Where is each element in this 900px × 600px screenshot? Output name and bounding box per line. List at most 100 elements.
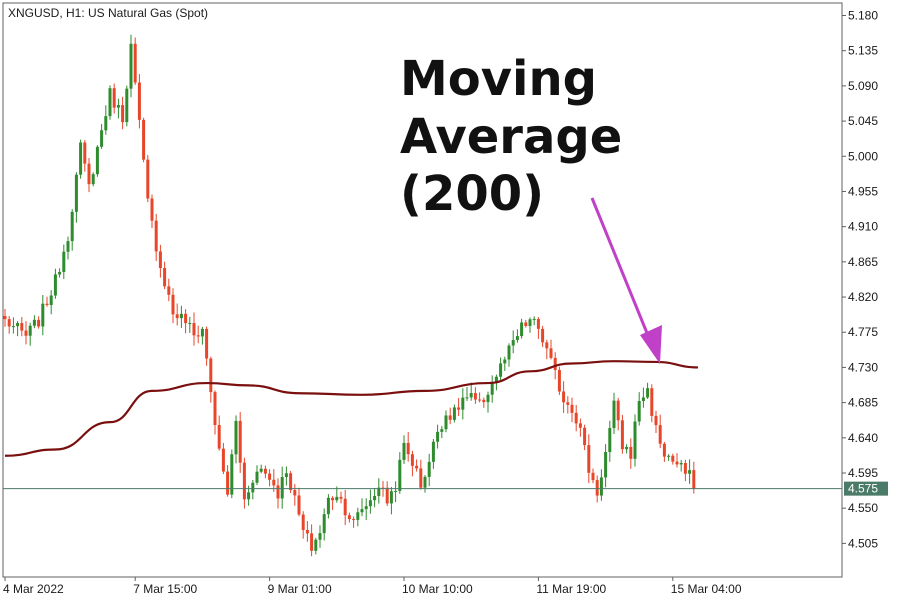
candle-body <box>112 88 116 108</box>
candle-body <box>289 473 293 491</box>
candle-body <box>688 470 692 474</box>
candle-body <box>74 174 78 212</box>
y-tick-label: 5.180 <box>848 9 878 23</box>
candle-body <box>238 420 242 463</box>
candle-body <box>230 454 234 495</box>
candle-body <box>356 512 360 520</box>
candle-body <box>53 274 57 296</box>
candle-body <box>562 391 566 403</box>
candle-body <box>595 480 599 496</box>
candle-body <box>662 443 666 457</box>
candle-body <box>587 445 591 473</box>
candle-body <box>503 359 507 364</box>
candle-body <box>276 485 280 499</box>
candle-body <box>599 477 603 496</box>
candle-body <box>322 514 326 534</box>
candle-body <box>66 241 70 252</box>
candle-body <box>100 130 104 147</box>
candle-body <box>444 415 448 430</box>
candle-body <box>410 454 414 466</box>
candle-body <box>142 119 146 160</box>
candle-body <box>125 88 129 123</box>
plot-frame <box>2 2 843 578</box>
candle-body <box>524 322 528 326</box>
candle-body <box>58 271 62 275</box>
axis-labels-group: 5.180 5.135 5.090 5.045 5.000 4.955 4.910 4.865… <box>3 9 878 596</box>
candle-body <box>268 473 272 480</box>
annotation-line-1: Moving <box>400 51 597 107</box>
candle-body <box>541 328 545 343</box>
candle-body <box>532 318 536 320</box>
moving-average-line <box>4 360 699 457</box>
candle-body <box>116 105 120 108</box>
candle-body <box>578 423 582 428</box>
candle-body <box>343 498 347 516</box>
candle-body <box>427 461 431 477</box>
candle-body <box>520 322 524 337</box>
candle-body <box>205 328 209 359</box>
y-tick-label: 4.955 <box>848 184 878 198</box>
current-price-badge <box>844 481 888 496</box>
candle-body <box>545 342 549 349</box>
candle-body <box>200 328 204 337</box>
candle-body <box>16 323 20 327</box>
annotation: Moving Average (200) <box>400 51 622 222</box>
candle-body <box>301 514 305 530</box>
candle-body <box>7 319 11 327</box>
candle-body <box>62 251 66 272</box>
candle-body <box>339 496 343 499</box>
candle-body <box>146 159 150 199</box>
candle-body <box>499 363 503 377</box>
candle-body <box>293 490 297 496</box>
arrow-head <box>640 325 662 364</box>
candle-body <box>641 397 645 402</box>
candles-group <box>3 34 696 557</box>
candle-body <box>608 427 612 453</box>
candle-body <box>671 455 675 462</box>
candle-body <box>658 425 662 444</box>
y-tick-label: 5.045 <box>848 114 878 128</box>
chart-title: XNGUSD, H1: US Natural Gas (Spot) <box>8 6 208 20</box>
candle-body <box>83 142 87 164</box>
annotation-line-3: (200) <box>400 166 544 222</box>
candle-body <box>511 340 515 346</box>
candle-body <box>108 88 112 117</box>
candle-body <box>196 335 200 337</box>
candle-body <box>536 318 540 329</box>
y-tick-label: 4.910 <box>848 220 878 234</box>
y-tick-label: 4.865 <box>848 255 878 269</box>
candle-body <box>314 539 318 551</box>
candle-body <box>452 407 456 420</box>
y-tick-label: 4.505 <box>848 536 878 550</box>
candle-body <box>494 376 498 384</box>
candle-body <box>326 497 330 515</box>
candle-body <box>133 43 137 83</box>
candle-body <box>11 326 15 328</box>
y-tick-label: 5.000 <box>848 149 878 163</box>
candle-body <box>192 323 196 336</box>
candle-body <box>41 303 45 327</box>
y-tick-label: 4.595 <box>848 466 878 480</box>
candle-body <box>683 463 687 474</box>
candle-body <box>440 429 444 432</box>
y-tick-label: 4.685 <box>848 396 878 410</box>
candle-body <box>406 442 410 455</box>
candle-body <box>620 420 624 450</box>
candle-body <box>335 496 339 501</box>
candle-body <box>679 463 683 465</box>
candle-body <box>45 303 49 306</box>
moving-average-group <box>4 360 699 457</box>
candle-body <box>347 515 351 520</box>
candle-body <box>415 465 419 469</box>
candle-body <box>226 471 230 495</box>
x-tick-label: 15 Mar 04:00 <box>671 582 742 596</box>
candle-body <box>482 399 486 403</box>
candle-body <box>87 163 91 185</box>
candle-body <box>646 388 650 398</box>
candle-body <box>389 491 393 504</box>
y-tick-label: 4.550 <box>848 501 878 515</box>
candle-body <box>633 421 637 459</box>
candle-body <box>331 497 335 501</box>
candle-body <box>469 393 473 398</box>
